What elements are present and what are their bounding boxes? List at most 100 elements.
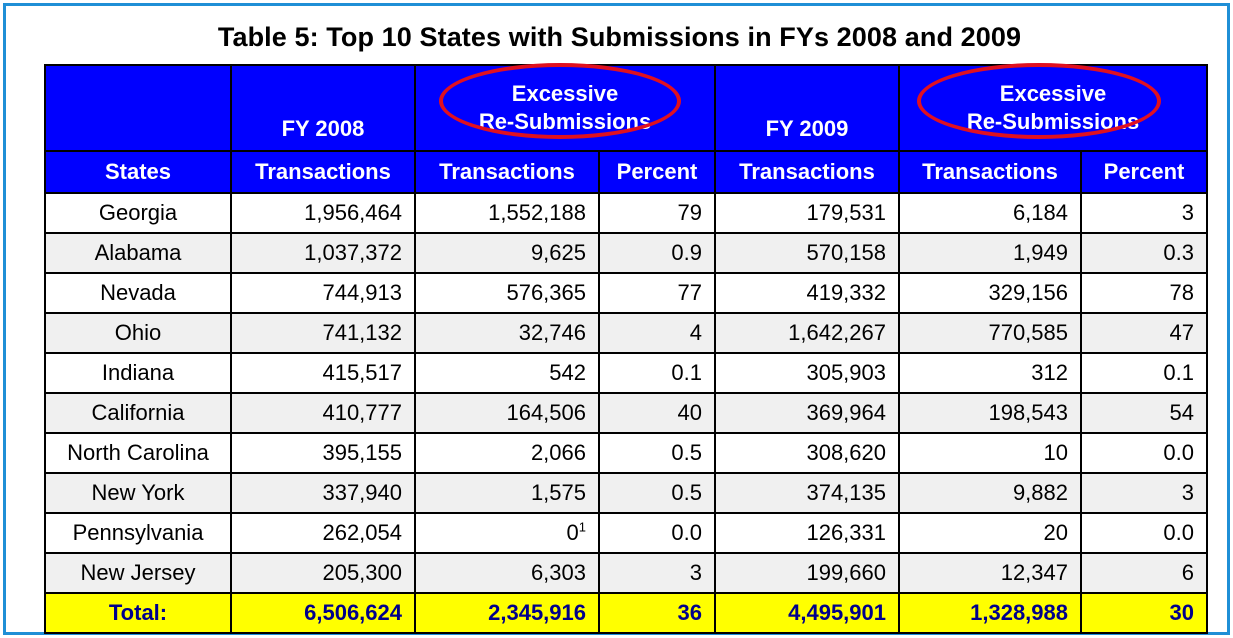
cell-pct08: 0.5: [598, 472, 716, 514]
cell-ex09: 10: [898, 432, 1082, 474]
col-header-ex09-percent: Percent: [1080, 150, 1208, 194]
col-header-fy08-transactions: Transactions: [230, 150, 416, 194]
cell-ex09: 12,347: [898, 552, 1082, 594]
total-row: Total: 6,506,624 2,345,916 36 4,495,901 …: [44, 592, 1208, 634]
total-fy08: 6,506,624: [230, 592, 416, 634]
cell-fy09: 570,158: [714, 232, 900, 274]
header-excess-2008: Excessive Re-Submissions: [414, 64, 716, 152]
cell-state: Georgia: [44, 192, 232, 234]
header-row-top: FY 2008 Excessive Re-Submissions FY 2009…: [44, 64, 1208, 152]
table-row: Nevada 744,913 576,365 77 419,332 329,15…: [44, 272, 1208, 314]
cell-pct09: 0.0: [1080, 432, 1208, 474]
header-blank: [44, 64, 232, 152]
cell-pct08: 3: [598, 552, 716, 594]
cell-state: North Carolina: [44, 432, 232, 474]
table-row: North Carolina 395,155 2,066 0.5 308,620…: [44, 432, 1208, 474]
table-row: Georgia 1,956,464 1,552,188 79 179,531 6…: [44, 192, 1208, 234]
total-pct08: 36: [598, 592, 716, 634]
cell-state: Ohio: [44, 312, 232, 354]
table-row: New Jersey 205,300 6,303 3 199,660 12,34…: [44, 552, 1208, 594]
col-header-ex09-transactions: Transactions: [898, 150, 1082, 194]
total-ex09: 1,328,988: [898, 592, 1082, 634]
cell-pct09: 0.0: [1080, 512, 1208, 554]
col-header-ex08-transactions: Transactions: [414, 150, 600, 194]
cell-ex08: 2,066: [414, 432, 600, 474]
cell-state: Alabama: [44, 232, 232, 274]
cell-fy09: 126,331: [714, 512, 900, 554]
total-ex08: 2,345,916: [414, 592, 600, 634]
table-row: Alabama 1,037,372 9,625 0.9 570,158 1,94…: [44, 232, 1208, 274]
cell-ex08: 1,552,188: [414, 192, 600, 234]
cell-pct09: 6: [1080, 552, 1208, 594]
cell-ex08: 6,303: [414, 552, 600, 594]
cell-pct08: 4: [598, 312, 716, 354]
table-row: California 410,777 164,506 40 369,964 19…: [44, 392, 1208, 434]
cell-fy09: 308,620: [714, 432, 900, 474]
header-row-columns: States Transactions Transactions Percent…: [44, 150, 1208, 194]
cell-ex09: 20: [898, 512, 1082, 554]
excess-2008-line1: Excessive: [511, 81, 619, 106]
header-fy2008: FY 2008: [230, 64, 416, 152]
cell-ex09: 312: [898, 352, 1082, 394]
col-header-ex08-percent: Percent: [598, 150, 716, 194]
cell-state: California: [44, 392, 232, 434]
total-label: Total:: [44, 592, 232, 634]
cell-fy08: 1,956,464: [230, 192, 416, 234]
cell-ex09: 1,949: [898, 232, 1082, 274]
cell-pct09: 3: [1080, 472, 1208, 514]
cell-ex09: 198,543: [898, 392, 1082, 434]
cell-state: New Jersey: [44, 552, 232, 594]
total-pct09: 30: [1080, 592, 1208, 634]
cell-ex08-value: 0: [566, 520, 579, 545]
cell-state: Nevada: [44, 272, 232, 314]
cell-state: New York: [44, 472, 232, 514]
cell-ex08: 542: [414, 352, 600, 394]
cell-fy09: 305,903: [714, 352, 900, 394]
footnote-marker: 1: [578, 519, 586, 535]
cell-pct09: 47: [1080, 312, 1208, 354]
cell-ex09: 329,156: [898, 272, 1082, 314]
cell-pct09: 78: [1080, 272, 1208, 314]
cell-fy08: 262,054: [230, 512, 416, 554]
cell-fy09: 419,332: [714, 272, 900, 314]
cell-fy08: 410,777: [230, 392, 416, 434]
excess-2008-line2: Re-Submissions: [478, 109, 652, 134]
cell-fy08: 395,155: [230, 432, 416, 474]
header-fy2009: FY 2009: [714, 64, 900, 152]
cell-fy09: 1,642,267: [714, 312, 900, 354]
cell-fy09: 179,531: [714, 192, 900, 234]
cell-fy08: 415,517: [230, 352, 416, 394]
header-excess-2009: Excessive Re-Submissions: [898, 64, 1208, 152]
cell-ex09: 770,585: [898, 312, 1082, 354]
cell-pct08: 40: [598, 392, 716, 434]
cell-ex08: 164,506: [414, 392, 600, 434]
table-row: New York 337,940 1,575 0.5 374,135 9,882…: [44, 472, 1208, 514]
cell-pct08: 0.0: [598, 512, 716, 554]
cell-fy08: 744,913: [230, 272, 416, 314]
cell-fy08: 337,940: [230, 472, 416, 514]
col-header-states: States: [44, 150, 232, 194]
cell-fy09: 199,660: [714, 552, 900, 594]
states-table: FY 2008 Excessive Re-Submissions FY 2009…: [44, 64, 1208, 634]
cell-ex09: 6,184: [898, 192, 1082, 234]
cell-pct09: 0.1: [1080, 352, 1208, 394]
cell-ex08: 576,365: [414, 272, 600, 314]
table-row: Pennsylvania 262,054 01 0.0 126,331 20 0…: [44, 512, 1208, 554]
cell-fy08: 205,300: [230, 552, 416, 594]
cell-fy09: 369,964: [714, 392, 900, 434]
cell-pct08: 0.9: [598, 232, 716, 274]
cell-pct08: 79: [598, 192, 716, 234]
col-header-fy09-transactions: Transactions: [714, 150, 900, 194]
cell-fy09: 374,135: [714, 472, 900, 514]
figure-frame: Table 5: Top 10 States with Submissions …: [3, 3, 1230, 635]
table-title: Table 5: Top 10 States with Submissions …: [217, 22, 1022, 52]
total-fy09: 4,495,901: [714, 592, 900, 634]
cell-ex08: 1,575: [414, 472, 600, 514]
cell-fy08: 1,037,372: [230, 232, 416, 274]
table-row: Ohio 741,132 32,746 4 1,642,267 770,585 …: [44, 312, 1208, 354]
cell-pct08: 77: [598, 272, 716, 314]
cell-state: Indiana: [44, 352, 232, 394]
table-row: Indiana 415,517 542 0.1 305,903 312 0.1: [44, 352, 1208, 394]
cell-pct09: 0.3: [1080, 232, 1208, 274]
cell-state: Pennsylvania: [44, 512, 232, 554]
